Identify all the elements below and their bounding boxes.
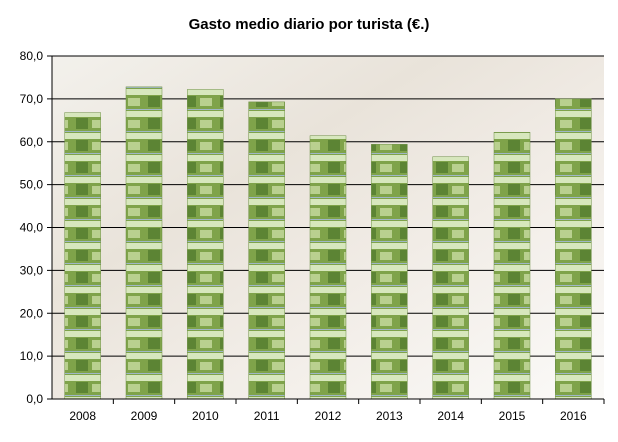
bar <box>555 98 592 400</box>
bar <box>432 156 469 400</box>
bar <box>371 144 408 400</box>
bar <box>309 135 347 400</box>
bar <box>493 132 531 400</box>
x-tick-label: 2012 <box>315 409 342 423</box>
x-tick-label: 2016 <box>560 409 587 423</box>
bar <box>64 112 101 400</box>
bar <box>187 89 224 400</box>
x-tick-label: 2008 <box>69 409 96 423</box>
y-tick-label: 10,0 <box>20 349 44 363</box>
x-tick-label: 2013 <box>376 409 403 423</box>
x-tick-label: 2009 <box>131 409 158 423</box>
chart-title: Gasto medio diario por turista (€.) <box>188 16 430 33</box>
x-tick-label: 2011 <box>254 409 280 423</box>
y-tick-label: 30,0 <box>20 263 44 277</box>
y-tick-label: 50,0 <box>20 178 44 192</box>
y-tick-label: 80,0 <box>20 49 44 63</box>
y-tick-label: 0,0 <box>26 392 43 406</box>
y-tick-label: 60,0 <box>20 135 44 149</box>
y-tick-label: 70,0 <box>20 92 44 106</box>
y-tick-label: 20,0 <box>20 306 44 320</box>
x-tick-label: 2014 <box>437 409 464 423</box>
x-tick-label: 2015 <box>499 409 526 423</box>
x-tick-label: 2010 <box>192 409 219 423</box>
bar <box>125 86 163 400</box>
y-tick-label: 40,0 <box>20 221 44 235</box>
bar <box>248 101 285 400</box>
